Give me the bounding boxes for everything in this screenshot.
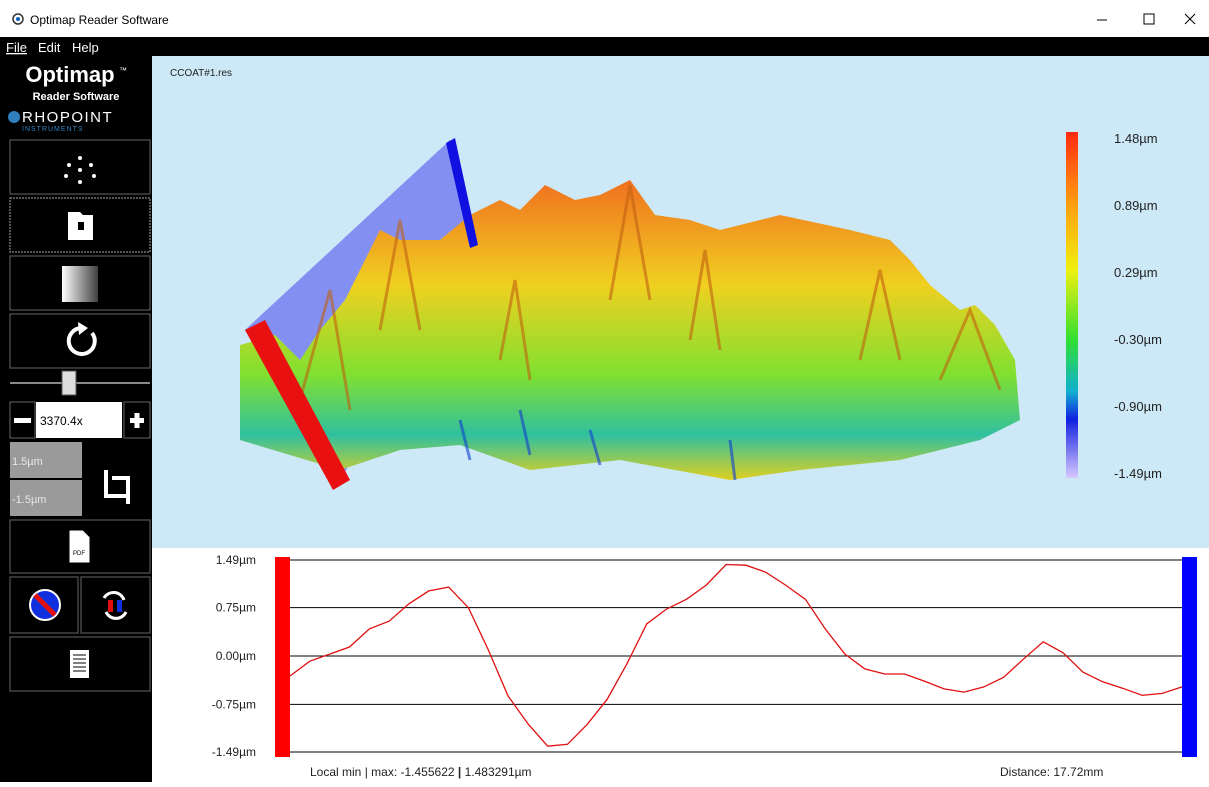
pdf-label: PDF <box>73 551 85 557</box>
points-button[interactable] <box>9 139 151 195</box>
report-icon <box>70 650 89 678</box>
logo: Optimap <box>25 62 114 87</box>
local-min: -1.455622 <box>401 765 455 779</box>
minus-icon <box>14 418 31 423</box>
red-marker <box>275 557 290 757</box>
distance: Distance: 17.72mm <box>1000 765 1103 779</box>
profile-chart: 1.49µm 0.75µm 0.00µm -0.75µm -1.49µm <box>212 553 1197 759</box>
maximize-button[interactable] <box>1143 13 1155 25</box>
range-max-input[interactable] <box>10 442 82 478</box>
shade-icon <box>62 266 98 302</box>
open-button[interactable] <box>9 197 151 253</box>
color-scale-label: 1.48µm <box>1114 131 1158 146</box>
brand-subtitle: INSTRUMENTS <box>22 126 84 133</box>
reset-button[interactable] <box>9 576 79 634</box>
app-icon-dot <box>16 17 20 21</box>
pdf-button[interactable] <box>9 519 151 574</box>
color-scale-label: -0.30µm <box>1114 332 1162 347</box>
rotate-arrow <box>78 322 88 335</box>
plus-icon <box>130 413 144 428</box>
report-icon-lines <box>73 654 86 672</box>
blue-marker-3d <box>446 138 478 248</box>
surface-3d <box>240 180 1020 480</box>
brand-icon <box>8 111 20 123</box>
y-tick-label: 0.75µm <box>216 601 256 615</box>
swap-icon <box>102 591 128 620</box>
logo-subtitle: Reader Software <box>33 91 120 103</box>
y-tick-label: -0.75µm <box>212 697 256 711</box>
reset-icon-bar <box>33 593 57 617</box>
y-tick-label: 1.49µm <box>216 553 256 567</box>
swap-button[interactable] <box>80 576 151 634</box>
y-tick-label: -1.49µm <box>212 745 256 759</box>
sidebar-buttons <box>9 139 151 692</box>
y-tick-label: 0.00µm <box>216 649 256 663</box>
color-scale <box>1066 132 1078 478</box>
surface-peaks <box>298 184 1002 411</box>
color-scale-label: -1.49µm <box>1114 466 1162 481</box>
menu-item[interactable]: File <box>6 40 27 55</box>
range-min: -1.5µm <box>12 494 46 506</box>
color-scale-label: 0.89µm <box>1114 198 1158 213</box>
folder-icon-doc <box>78 222 84 230</box>
color-scale-label: 0.29µm <box>1114 265 1158 280</box>
color-scale-labels: 1.48µm 0.89µm 0.29µm -0.30µm -0.90µm -1.49µm <box>1114 131 1162 481</box>
local-max: 1.483291µm <box>465 765 532 779</box>
swap-icon-red <box>108 600 113 612</box>
zoom-input[interactable] <box>36 402 122 438</box>
slider-thumb[interactable] <box>61 370 77 396</box>
points-icon <box>64 156 96 184</box>
profile-panel <box>152 548 1209 782</box>
color-scale-label: -0.90µm <box>1114 399 1162 414</box>
zoom-value: 3370.4x <box>40 414 83 428</box>
separator: | <box>458 765 461 779</box>
pdf-icon <box>68 529 91 564</box>
window-title: Optimap Reader Software <box>30 13 169 27</box>
range-min-input[interactable] <box>10 480 82 516</box>
brand: RHOPOINT <box>22 109 113 126</box>
min-max-readout: Local min | max: -1.455622 | 1.483291µm <box>310 765 532 779</box>
min-max-label: Local min | max: <box>310 765 397 779</box>
app-icon <box>12 13 24 25</box>
title-bar <box>0 0 1209 37</box>
menu-bar <box>0 37 1209 56</box>
blue-marker <box>1182 557 1197 757</box>
range-max: 1.5µm <box>12 456 43 468</box>
file-name: CCOAT#1.res <box>170 68 232 79</box>
surface-valleys <box>458 409 737 481</box>
menu-item[interactable]: Help <box>72 40 99 55</box>
close-button[interactable] <box>1184 13 1196 25</box>
menu-item[interactable]: Edit <box>38 40 61 55</box>
red-marker-3d <box>245 320 350 490</box>
rotate-button[interactable] <box>9 313 151 369</box>
profile-line <box>289 563 1183 747</box>
report-button[interactable] <box>9 636 151 692</box>
logo-tm: ™ <box>119 66 127 75</box>
shade-button[interactable] <box>9 255 151 311</box>
swap-icon-blue <box>117 600 122 612</box>
crop-icon[interactable] <box>104 470 130 504</box>
rotate-icon <box>66 325 97 356</box>
